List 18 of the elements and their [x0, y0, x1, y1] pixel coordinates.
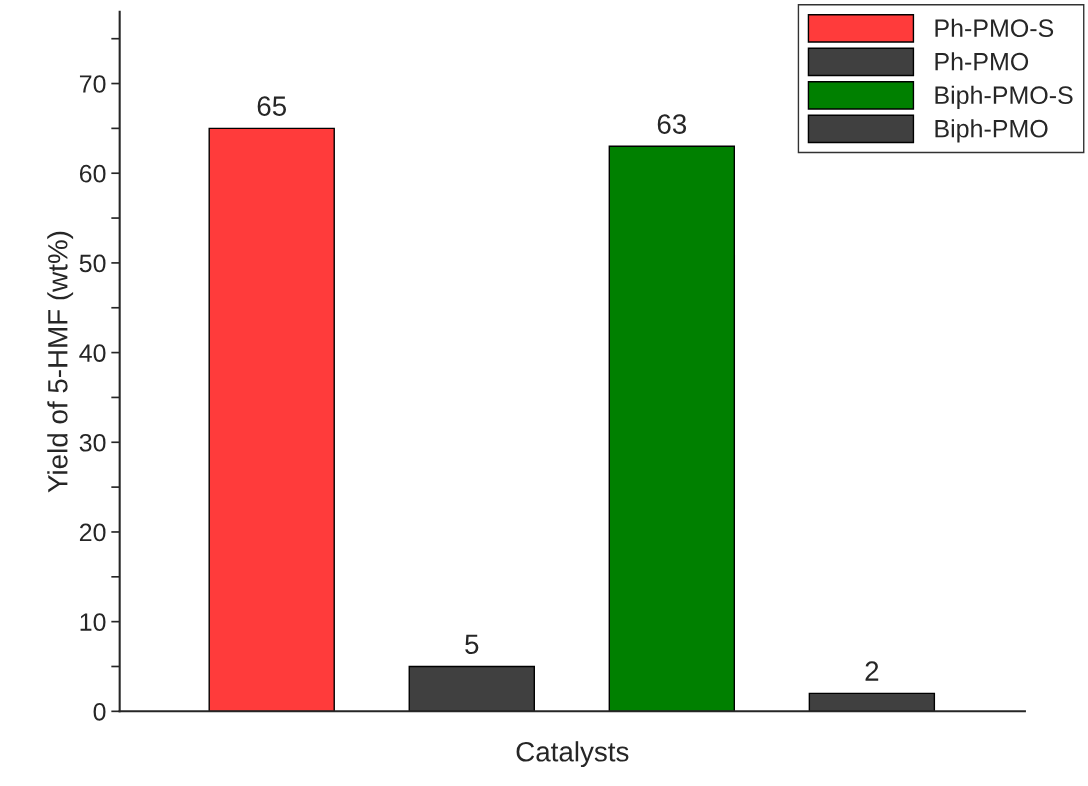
data-label: 2 [865, 661, 879, 681]
y-tick-label: 60 [79, 164, 106, 183]
y-tick-label: 70 [79, 75, 106, 93]
y-tick-label: 20 [79, 523, 106, 542]
legend-label: Ph-PMO-S [935, 18, 1054, 38]
y-axis-title: Yield of 5-HMF (wt%) [47, 231, 74, 493]
data-label: 65 [257, 96, 286, 116]
y-tick-label: 10 [80, 613, 106, 631]
data-label: 5 [465, 634, 479, 655]
legend-label: Ph-PMO [935, 52, 1029, 71]
y-tick-label: 40 [79, 344, 106, 362]
y-tick-label: 30 [79, 433, 106, 452]
legend-label: Biph-PMO-S [935, 85, 1073, 109]
y-tick-label: 50 [79, 254, 106, 273]
y-tick-label: 0 [93, 702, 106, 721]
legend-label: Biph-PMO [935, 119, 1048, 143]
x-axis-title: Catalysts [516, 741, 629, 768]
data-label: 63 [657, 114, 687, 134]
